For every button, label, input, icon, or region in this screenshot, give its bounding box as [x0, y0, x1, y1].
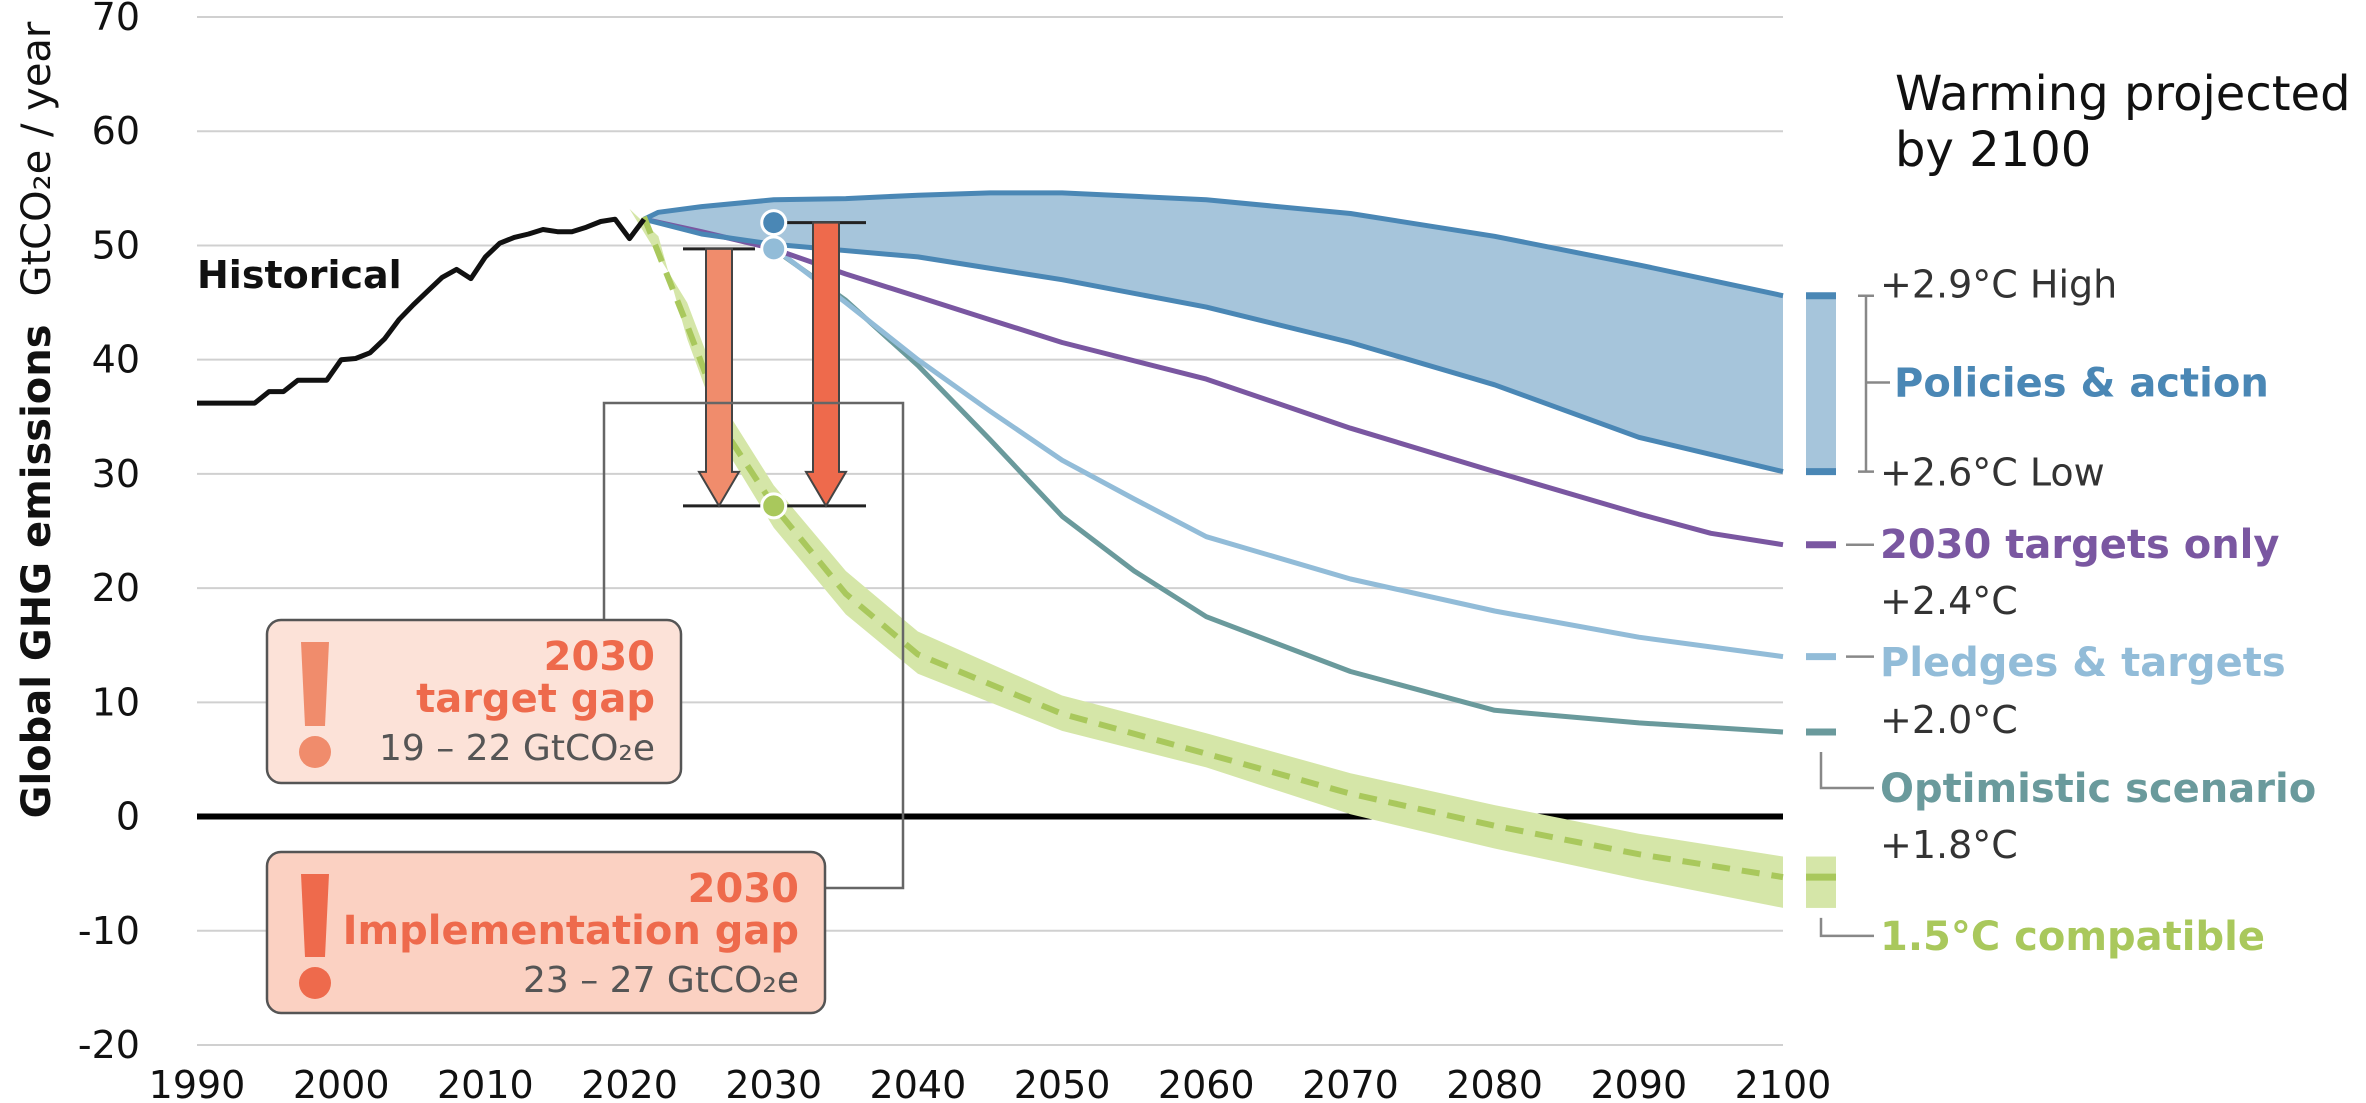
y-tick-label: -10 [78, 909, 140, 953]
policies-low-label: +2.6°C Low [1880, 451, 2105, 495]
pledges-2030-dot [760, 235, 788, 263]
gap-title-line-1: 2030 [544, 634, 655, 680]
policies-legend-bar [1806, 295, 1836, 472]
side-title-line-1: Warming projected [1895, 66, 2351, 122]
plot-area: Historical [197, 190, 1784, 908]
policies-high-line [642, 190, 1784, 299]
compatible-legend-label: 1.5°C compatible [1880, 914, 2265, 960]
x-tick-label: 2000 [293, 1063, 390, 1103]
x-axis-ticks: 1990 2000 2010 2020 2030 2040 2050 2060 2070 2080… [149, 1063, 1832, 1103]
y-tick-label: 40 [92, 338, 140, 382]
gap-range: 19 – 22 GtCO₂e [379, 728, 655, 769]
y-tick-label: 60 [92, 109, 140, 153]
gap-box-2 [265, 850, 827, 1015]
y-tick-label: 70 [92, 0, 140, 39]
exclamation-icon [301, 642, 329, 726]
legend-connector [1819, 917, 1874, 938]
side-title-line-2: by 2100 [1895, 122, 2091, 178]
y-tick-label: 20 [92, 566, 140, 610]
y-tick-label: 30 [92, 452, 140, 496]
x-tick-label: 2020 [581, 1063, 678, 1103]
compatible-legend-bar [1806, 856, 1836, 908]
legend-label: Pledges & targets [1880, 640, 2286, 686]
y-tick-label: 10 [92, 680, 140, 724]
y-tick-label: 0 [116, 795, 140, 839]
x-tick-label: 2040 [870, 1063, 967, 1103]
y-axis-label: Global GHG emissions GtCO₂e / year [14, 21, 60, 818]
legend-label: Optimistic scenario [1880, 766, 2316, 812]
gap-connector [602, 401, 905, 890]
legend-temp: +2.4°C [1880, 579, 2018, 623]
policies-2030-dot [760, 209, 788, 237]
historical-line [197, 216, 647, 406]
legend-connector [1819, 752, 1874, 790]
x-tick-label: 2050 [1014, 1063, 1111, 1103]
policies-bracket [1858, 294, 1890, 473]
x-tick-label: 2010 [437, 1063, 534, 1103]
side-title: Warming projected by 2100 [1895, 66, 2366, 178]
y-axis-label-text: Global GHG emissions [14, 324, 60, 818]
exclamation-dot [299, 967, 331, 999]
gap-title-line-1: 2030 [688, 866, 799, 912]
x-tick-label: 2080 [1446, 1063, 1543, 1103]
x-tick-label: 2030 [725, 1063, 822, 1103]
target-gap-arrow [697, 247, 741, 508]
gap-range: 23 – 27 GtCO₂e [523, 960, 799, 1001]
x-tick-label: 2070 [1302, 1063, 1399, 1103]
policies-label: Policies & action [1894, 361, 2269, 407]
historical-label: Historical [197, 253, 402, 297]
right-legend: +2.9°C High Policies & action +2.6°C Low 20… [1806, 263, 2316, 960]
legend-temp: +2.0°C [1880, 698, 2018, 742]
policies-low-line [643, 216, 1784, 475]
exclamation-dot [299, 736, 331, 768]
x-tick-label: 2060 [1158, 1063, 1255, 1103]
gap-box-1 [265, 618, 683, 785]
compatible-2030-dot [760, 492, 788, 520]
legend-label: 2030 targets only [1880, 522, 2279, 568]
x-tick-label: 2090 [1590, 1063, 1687, 1103]
policies-band [644, 192, 1783, 472]
implementation-gap-arrow [804, 221, 848, 508]
y-tick-label: 50 [92, 223, 140, 267]
x-tick-label: 2100 [1735, 1063, 1832, 1103]
y-tick-label: -20 [78, 1023, 140, 1067]
y-axis-ticks: 70 60 50 40 30 20 10 0 -10 -20 [78, 0, 140, 1067]
gap-title-line-2: target gap [416, 676, 655, 722]
y-axis-label-unit: GtCO₂e / year [14, 21, 60, 296]
policies-high-label: +2.9°C High [1880, 263, 2117, 307]
legend-temp: +1.8°C [1880, 823, 2018, 867]
exclamation-icon [301, 874, 329, 957]
gap-title-line-2: Implementation gap [343, 908, 799, 954]
x-tick-label: 1990 [149, 1063, 246, 1103]
